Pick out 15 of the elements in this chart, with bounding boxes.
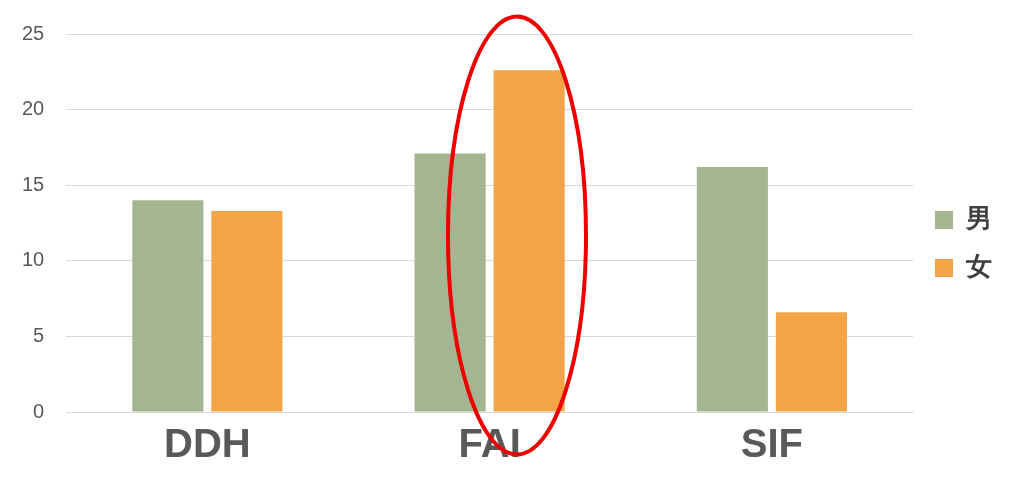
y-tick-label: 15 — [22, 172, 45, 195]
bar — [414, 153, 486, 412]
y-tick-label: 0 — [33, 399, 45, 422]
bar — [132, 200, 204, 412]
y-tick-label: 25 — [22, 21, 45, 44]
x-tick-label: DDH — [164, 421, 251, 466]
y-tick-label: 5 — [33, 323, 45, 346]
legend-label: 男 — [965, 202, 992, 233]
legend-label: 女 — [965, 250, 992, 281]
bar — [211, 210, 283, 412]
bar — [696, 167, 768, 412]
y-tick-label: 10 — [22, 248, 45, 271]
y-tick-label: 20 — [22, 97, 45, 120]
x-tick-label: SIF — [740, 421, 803, 466]
bar — [775, 312, 847, 412]
